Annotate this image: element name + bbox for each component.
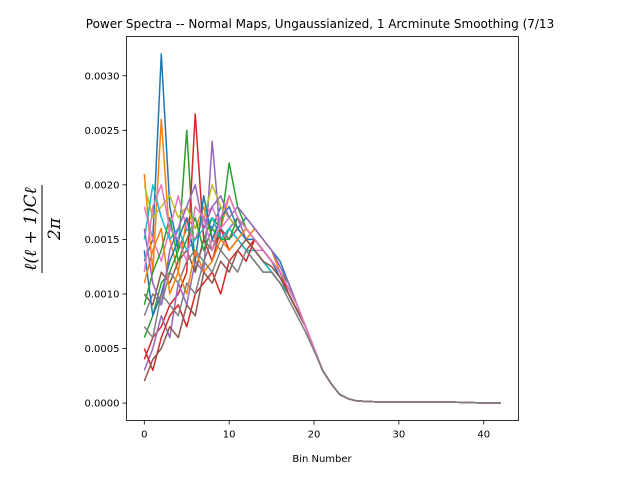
chart-title: Power Spectra -- Normal Maps, Ungaussian… <box>86 17 554 31</box>
y-axis-label-numerator: ℓ(ℓ + 1)Cℓ <box>21 187 41 270</box>
y-tick-label: 0.0015 <box>85 235 120 246</box>
x-tick-label: 10 <box>223 430 236 441</box>
plot-frame <box>126 36 519 421</box>
x-axis: 0 10 20 30 40 <box>141 420 490 441</box>
y-tick-label: 0.0030 <box>85 71 120 82</box>
series-line-17 <box>143 249 501 404</box>
y-tick-label: 0.0005 <box>85 344 120 355</box>
x-tick-label: 30 <box>392 430 405 441</box>
y-axis: 0.0000 0.0005 0.0010 0.0015 0.0020 0.0025 0.00… <box>85 71 127 410</box>
y-axis-label-denominator: 2π <box>45 217 65 241</box>
series-layer <box>143 53 501 404</box>
y-tick-label: 0.0025 <box>85 126 120 137</box>
y-axis-label: ℓ(ℓ + 1)Cℓ 2π <box>21 185 65 273</box>
x-tick-label: 20 <box>308 430 321 441</box>
y-tick-label: 0.0020 <box>85 180 120 191</box>
x-tick-label: 0 <box>141 430 147 441</box>
y-tick-label: 0.0000 <box>85 399 120 410</box>
x-axis-label: Bin Number <box>292 454 352 465</box>
x-tick-label: 40 <box>477 430 490 441</box>
y-tick-label: 0.0010 <box>85 289 120 300</box>
